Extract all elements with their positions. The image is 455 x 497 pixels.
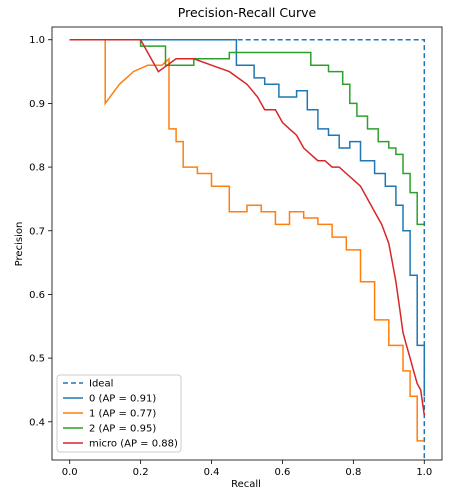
- x-axis-label: Recall: [231, 479, 261, 490]
- series-line-4: [69, 38, 426, 416]
- series-line-1: [69, 38, 426, 397]
- y-tick-label: 0.9: [29, 99, 45, 110]
- legend-label: 2 (AP = 0.95): [89, 424, 156, 435]
- chart-title: Precision-Recall Curve: [178, 5, 317, 20]
- x-tick-label: 0.0: [62, 467, 78, 478]
- y-tick-label: 0.4: [29, 417, 45, 428]
- series-group: [69, 38, 426, 460]
- legend-label: 0 (AP = 0.91): [89, 394, 156, 405]
- series-line-3: [69, 38, 425, 226]
- y-tick-label: 0.6: [29, 290, 45, 301]
- y-tick-label: 0.7: [29, 226, 45, 237]
- x-tick-label: 0.8: [345, 467, 361, 478]
- x-axis: 0.0 0.2 0.4 0.6 0.8 1.0: [62, 460, 432, 478]
- plot-area: [51, 26, 443, 461]
- legend-label: 1 (AP = 0.77): [89, 409, 156, 420]
- y-axis-label: Precision: [14, 222, 25, 267]
- legend-label: micro (AP = 0.88): [89, 439, 178, 450]
- y-axis: 0.4 0.5 0.6 0.7 0.8 0.9 1.0: [29, 35, 52, 428]
- legend: Ideal 0 (AP = 0.91) 1 (AP = 0.77) 2 (AP = 0…: [56, 374, 182, 453]
- legend-label: Ideal: [89, 379, 113, 390]
- series-line-0: [69, 38, 426, 460]
- y-tick-label: 1.0: [29, 35, 45, 46]
- x-tick-label: 1.0: [416, 467, 432, 478]
- plot-frame: [51, 26, 443, 461]
- x-tick-label: 0.2: [133, 467, 149, 478]
- legend-box: [56, 374, 182, 453]
- y-tick-label: 0.8: [29, 163, 45, 174]
- x-tick-label: 0.4: [204, 467, 220, 478]
- y-tick-label: 0.5: [29, 354, 45, 365]
- x-tick-label: 0.6: [275, 467, 291, 478]
- series-line-2: [69, 38, 425, 442]
